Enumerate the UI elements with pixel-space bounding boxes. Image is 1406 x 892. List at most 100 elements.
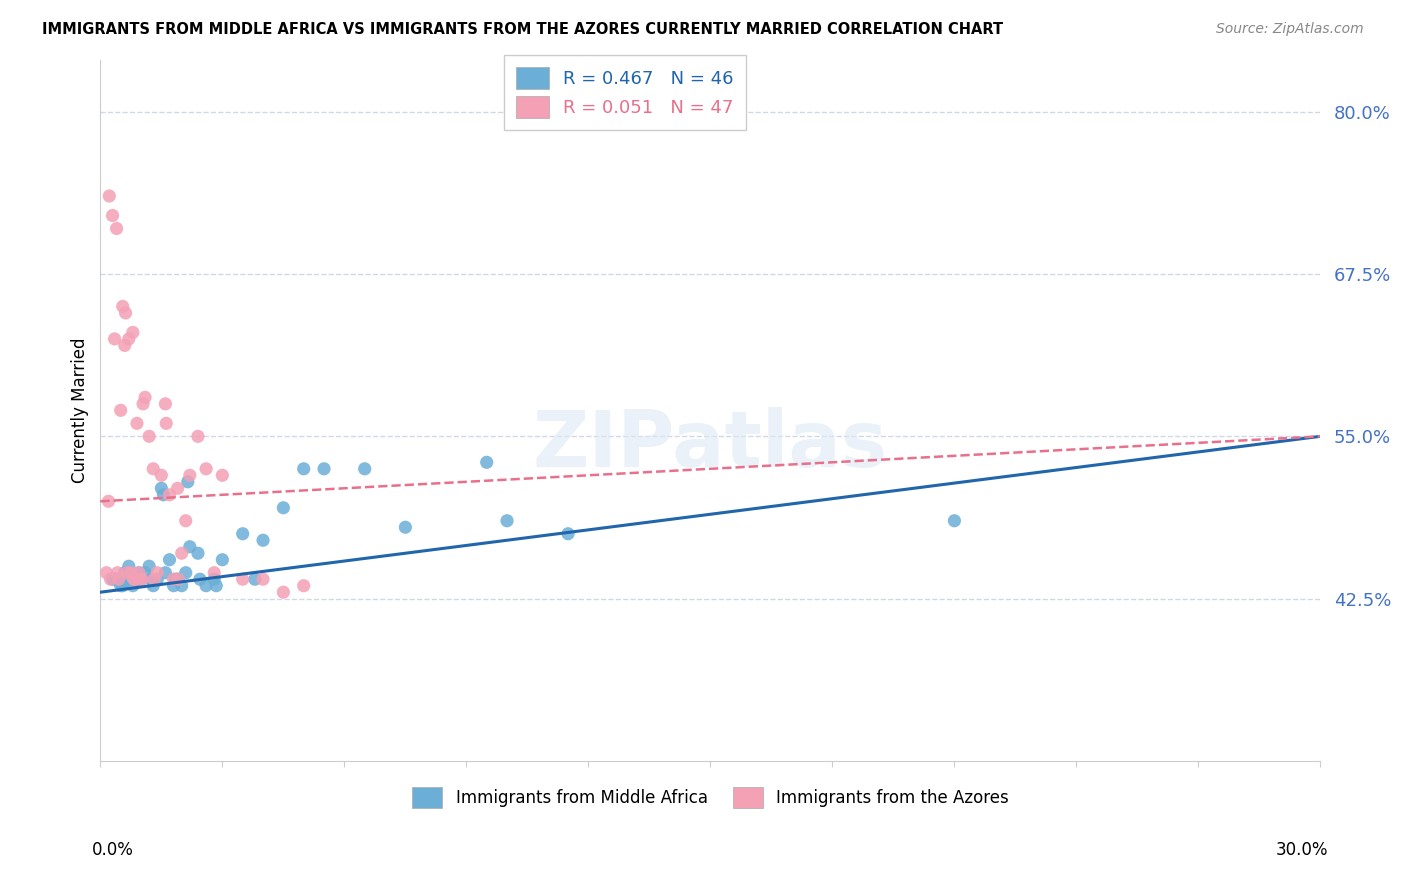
Point xyxy=(138,429,160,443)
Point xyxy=(273,500,295,515)
Point xyxy=(101,209,124,223)
Point xyxy=(124,572,146,586)
Point xyxy=(166,481,188,495)
Point xyxy=(174,514,197,528)
Point xyxy=(188,572,211,586)
Point xyxy=(105,221,128,235)
Point xyxy=(252,533,274,548)
Point xyxy=(107,572,129,586)
Point xyxy=(187,546,209,560)
Point xyxy=(943,514,966,528)
Point xyxy=(105,572,128,586)
Legend: Immigrants from Middle Africa, Immigrants from the Azores: Immigrants from Middle Africa, Immigrant… xyxy=(404,779,1017,816)
Text: ZIPatlas: ZIPatlas xyxy=(533,408,889,483)
Point xyxy=(97,494,120,508)
Point xyxy=(162,579,184,593)
Point xyxy=(150,481,173,495)
Point xyxy=(131,572,153,586)
Point xyxy=(170,546,193,560)
Point xyxy=(232,572,254,586)
Point xyxy=(118,559,141,574)
Point xyxy=(202,572,225,586)
Point xyxy=(150,468,173,483)
Text: Source: ZipAtlas.com: Source: ZipAtlas.com xyxy=(1216,22,1364,37)
Point xyxy=(292,579,315,593)
Point xyxy=(128,566,150,580)
Point xyxy=(167,572,190,586)
Point xyxy=(110,579,132,593)
Point xyxy=(142,462,165,476)
Point xyxy=(129,572,152,586)
Point xyxy=(159,552,181,566)
Point xyxy=(134,566,156,580)
Point xyxy=(122,579,145,593)
Point xyxy=(122,326,145,340)
Point xyxy=(273,585,295,599)
Point xyxy=(202,566,225,580)
Point xyxy=(114,338,136,352)
Point xyxy=(142,579,165,593)
Point xyxy=(146,566,169,580)
Point xyxy=(179,540,201,554)
Point xyxy=(111,579,134,593)
Point xyxy=(195,579,218,593)
Point xyxy=(353,462,375,476)
Point xyxy=(252,572,274,586)
Point xyxy=(211,468,233,483)
Point xyxy=(557,526,579,541)
Point xyxy=(475,455,498,469)
Point xyxy=(115,566,138,580)
Point xyxy=(496,514,519,528)
Point xyxy=(122,572,145,586)
Point xyxy=(120,572,142,586)
Point xyxy=(114,566,136,580)
Text: 30.0%: 30.0% xyxy=(1277,840,1329,858)
Point xyxy=(141,572,163,586)
Point xyxy=(96,566,118,580)
Point xyxy=(162,572,184,586)
Point xyxy=(211,552,233,566)
Point xyxy=(125,417,148,431)
Text: IMMIGRANTS FROM MIDDLE AFRICA VS IMMIGRANTS FROM THE AZORES CURRENTLY MARRIED CO: IMMIGRANTS FROM MIDDLE AFRICA VS IMMIGRA… xyxy=(42,22,1004,37)
Point xyxy=(179,468,201,483)
Point xyxy=(100,572,122,586)
Point xyxy=(103,332,125,346)
Point xyxy=(232,526,254,541)
Point xyxy=(243,572,266,586)
Point xyxy=(312,462,335,476)
Point xyxy=(98,189,121,203)
Point xyxy=(107,566,129,580)
Point xyxy=(205,579,228,593)
Point xyxy=(155,566,177,580)
Point xyxy=(174,566,197,580)
Point xyxy=(165,572,187,586)
Point xyxy=(146,572,169,586)
Point xyxy=(170,579,193,593)
Point xyxy=(292,462,315,476)
Point xyxy=(114,306,136,320)
Point xyxy=(177,475,200,489)
Point xyxy=(111,300,134,314)
Point xyxy=(166,572,188,586)
Point xyxy=(103,572,125,586)
Point xyxy=(159,488,181,502)
Point xyxy=(132,397,155,411)
Point xyxy=(394,520,416,534)
Point xyxy=(125,572,148,586)
Point xyxy=(187,429,209,443)
Point xyxy=(155,417,177,431)
Point xyxy=(143,572,166,586)
Point xyxy=(118,332,141,346)
Point xyxy=(128,566,150,580)
Point xyxy=(110,403,132,417)
Point xyxy=(152,488,174,502)
Point xyxy=(138,559,160,574)
Point xyxy=(129,572,152,586)
Point xyxy=(195,462,218,476)
Point xyxy=(101,572,124,586)
Point xyxy=(155,397,177,411)
Text: 0.0%: 0.0% xyxy=(91,840,134,858)
Point xyxy=(134,390,156,404)
Point xyxy=(120,566,142,580)
Y-axis label: Currently Married: Currently Married xyxy=(72,337,89,483)
